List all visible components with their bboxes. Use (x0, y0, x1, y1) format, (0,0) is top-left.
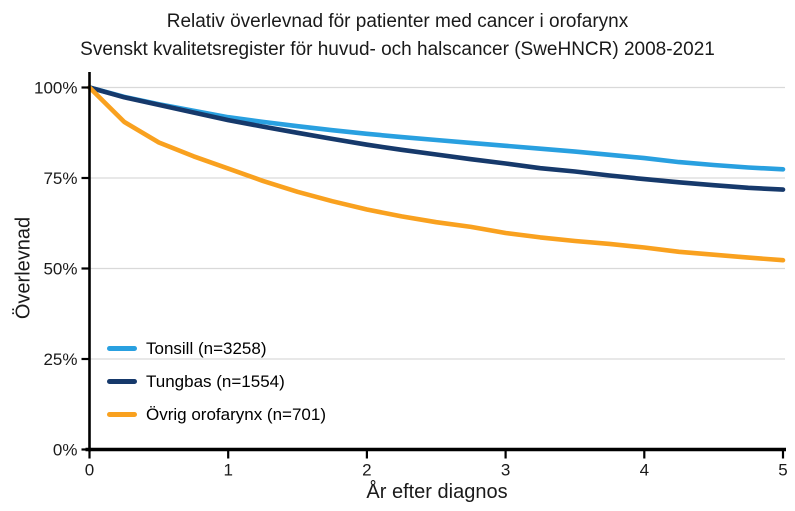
y-tick-label-50: 50% (43, 260, 77, 279)
y-tick-label-25: 25% (43, 350, 77, 369)
chart-title-block: Relativ överlevnad för patienter med can… (0, 8, 795, 64)
x-tick-label-3: 3 (501, 461, 510, 480)
y-tick-label-0: 0% (53, 441, 78, 460)
legend-item-ovrig-orofarynx: Övrig orofarynx (n=701) (107, 398, 326, 431)
curve--vrig-orofarynx (87, 85, 786, 263)
legend-swatch-ovrig-orofarynx (107, 412, 137, 417)
legend-swatch-tungbas (107, 379, 137, 384)
y-tick-label-75: 75% (43, 169, 77, 188)
x-tick-label-5: 5 (778, 461, 787, 480)
x-tick-label-0: 0 (85, 461, 94, 480)
chart-title: Relativ överlevnad för patienter med can… (166, 11, 629, 32)
legend-item-tungbas: Tungbas (n=1554) (107, 365, 326, 398)
curve-tungbas (87, 85, 786, 192)
y-tick-label-100: 100% (34, 79, 77, 98)
legend-swatch-tonsill (107, 346, 137, 351)
x-tick-label-1: 1 (223, 461, 232, 480)
x-axis-title: År efter diagnos (366, 481, 508, 503)
legend-label-ovrig-orofarynx: Övrig orofarynx (n=701) (146, 404, 326, 424)
chart-subtitle: Svenskt kvalitetsregister för huvud- och… (80, 39, 715, 60)
legend: Tonsill (n=3258) Tungbas (n=1554) Övrig … (107, 332, 326, 431)
x-tick-label-4: 4 (640, 461, 649, 480)
legend-label-tungbas: Tungbas (n=1554) (146, 371, 285, 391)
x-tick-label-2: 2 (362, 461, 371, 480)
legend-label-tonsill: Tonsill (n=3258) (146, 338, 267, 358)
legend-item-tonsill: Tonsill (n=3258) (107, 332, 326, 365)
